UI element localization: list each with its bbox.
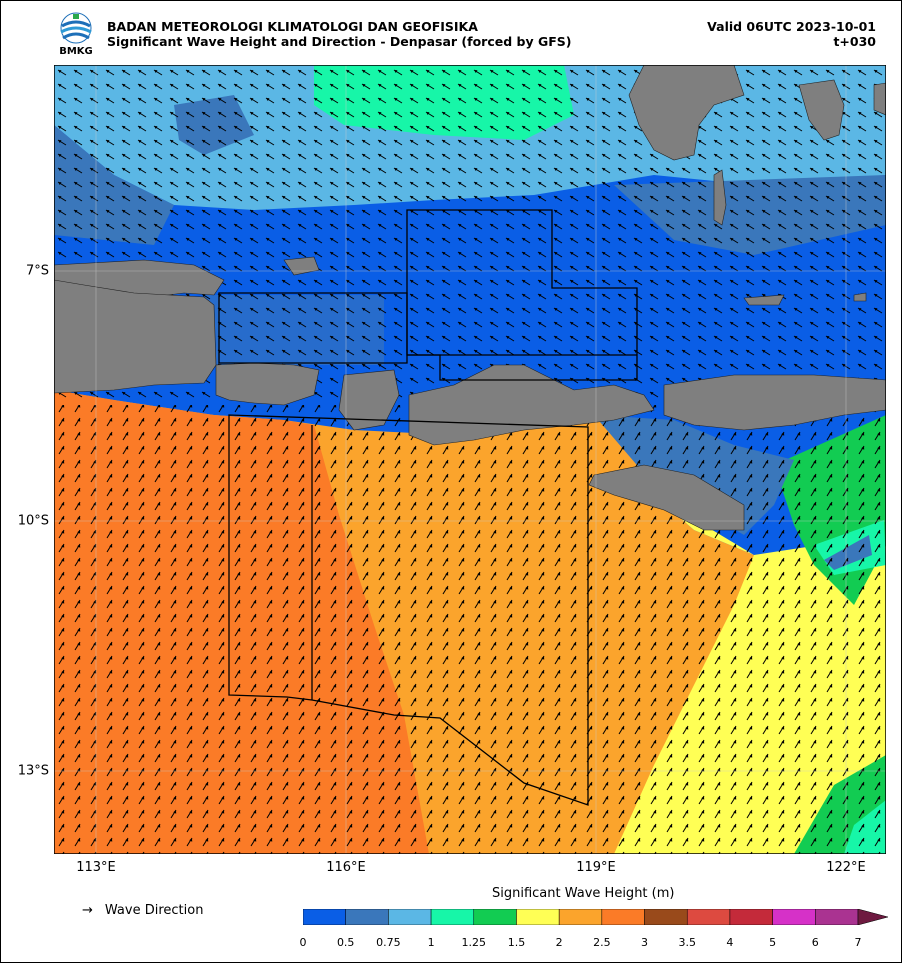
forecast-area-boundaries bbox=[218, 209, 638, 806]
valid-time: Valid 06UTC 2023-10-01 bbox=[707, 19, 876, 34]
colorbar-label: 0.5 bbox=[336, 936, 355, 949]
wave-map bbox=[54, 65, 886, 854]
small-island-2 bbox=[853, 292, 867, 302]
colorbar-cell bbox=[601, 909, 645, 925]
lombok-island bbox=[338, 369, 400, 431]
colorbar-label: 1 bbox=[427, 936, 435, 949]
colorbar-label: 3 bbox=[641, 936, 649, 949]
xtick-122e: 122°E bbox=[826, 860, 866, 875]
colorbar-cell bbox=[772, 909, 816, 925]
validity-block: Valid 06UTC 2023-10-01 t+030 bbox=[707, 19, 876, 49]
direction-label: Wave Direction bbox=[104, 903, 204, 918]
small-island-1 bbox=[743, 294, 785, 306]
colorbar-label: 0 bbox=[299, 936, 307, 949]
land-masses bbox=[54, 65, 886, 531]
colorbar-cell bbox=[729, 909, 773, 925]
java-east-land bbox=[54, 279, 217, 394]
sulawesi-south bbox=[628, 65, 745, 161]
sumba-island bbox=[588, 464, 745, 531]
colorbar-label: 0.75 bbox=[376, 936, 401, 949]
selayar-island bbox=[713, 169, 727, 226]
bmkg-logo: BMKG bbox=[59, 12, 93, 56]
colorbar-label: 1.5 bbox=[507, 936, 526, 949]
colorbar-label: 6 bbox=[811, 936, 819, 949]
colorbar-label: 4 bbox=[726, 936, 734, 949]
colorbar-label: 5 bbox=[769, 936, 777, 949]
ytick-7s: 7°S bbox=[25, 263, 49, 279]
colorbar-cell bbox=[644, 909, 688, 925]
colorbar-cell bbox=[388, 909, 432, 925]
ytick-13s: 13°S bbox=[17, 763, 49, 779]
logo-text: BMKG bbox=[59, 46, 93, 56]
agency-title: BADAN METEOROLOGI KLIMATOLOGI DAN GEOFIS… bbox=[107, 19, 478, 34]
colorbar-cell bbox=[303, 909, 346, 925]
colorbar-cell bbox=[345, 909, 389, 925]
colorbar-label: 7 bbox=[854, 936, 862, 949]
colorbar-label: 1.25 bbox=[461, 936, 487, 949]
buton-island bbox=[798, 79, 845, 141]
colorbar-label: 2 bbox=[555, 936, 563, 949]
colorbar-cell bbox=[815, 909, 859, 925]
product-title: Significant Wave Height and Direction - … bbox=[107, 34, 572, 49]
arrow-field-south bbox=[54, 405, 886, 854]
xtick-116e: 116°E bbox=[326, 860, 366, 875]
colorbar-title: Significant Wave Height (m) bbox=[492, 886, 675, 901]
colorbar-cell bbox=[473, 909, 517, 925]
sumbawa-island bbox=[408, 364, 655, 446]
colorbar bbox=[303, 909, 888, 925]
direction-legend: → Wave Direction bbox=[82, 903, 203, 918]
colorbar-cell bbox=[516, 909, 560, 925]
lead-time: t+030 bbox=[833, 34, 876, 49]
area-indian-ocean bbox=[228, 414, 589, 806]
colorbar-cell bbox=[686, 909, 731, 925]
xtick-119e: 119°E bbox=[576, 860, 616, 875]
bali-island bbox=[215, 362, 320, 406]
colorbar-cell bbox=[558, 909, 603, 925]
graticule bbox=[54, 65, 886, 854]
ytick-10s: 10°S bbox=[17, 513, 49, 529]
colorbar-label: 3.5 bbox=[678, 936, 696, 949]
arrow-icon: → bbox=[82, 903, 93, 918]
title-block: BADAN METEOROLOGI KLIMATOLOGI DAN GEOFIS… bbox=[107, 19, 571, 49]
colorbar-cell bbox=[430, 909, 475, 925]
flores-island bbox=[663, 374, 886, 431]
wowoni-island bbox=[873, 82, 886, 116]
area-bali-sea-west bbox=[218, 292, 408, 364]
xtick-113e: 113°E bbox=[76, 860, 116, 875]
kangean-island bbox=[283, 256, 320, 276]
colorbar-label: 2.5 bbox=[593, 936, 611, 949]
colorbar-extend-arrow bbox=[857, 909, 888, 925]
